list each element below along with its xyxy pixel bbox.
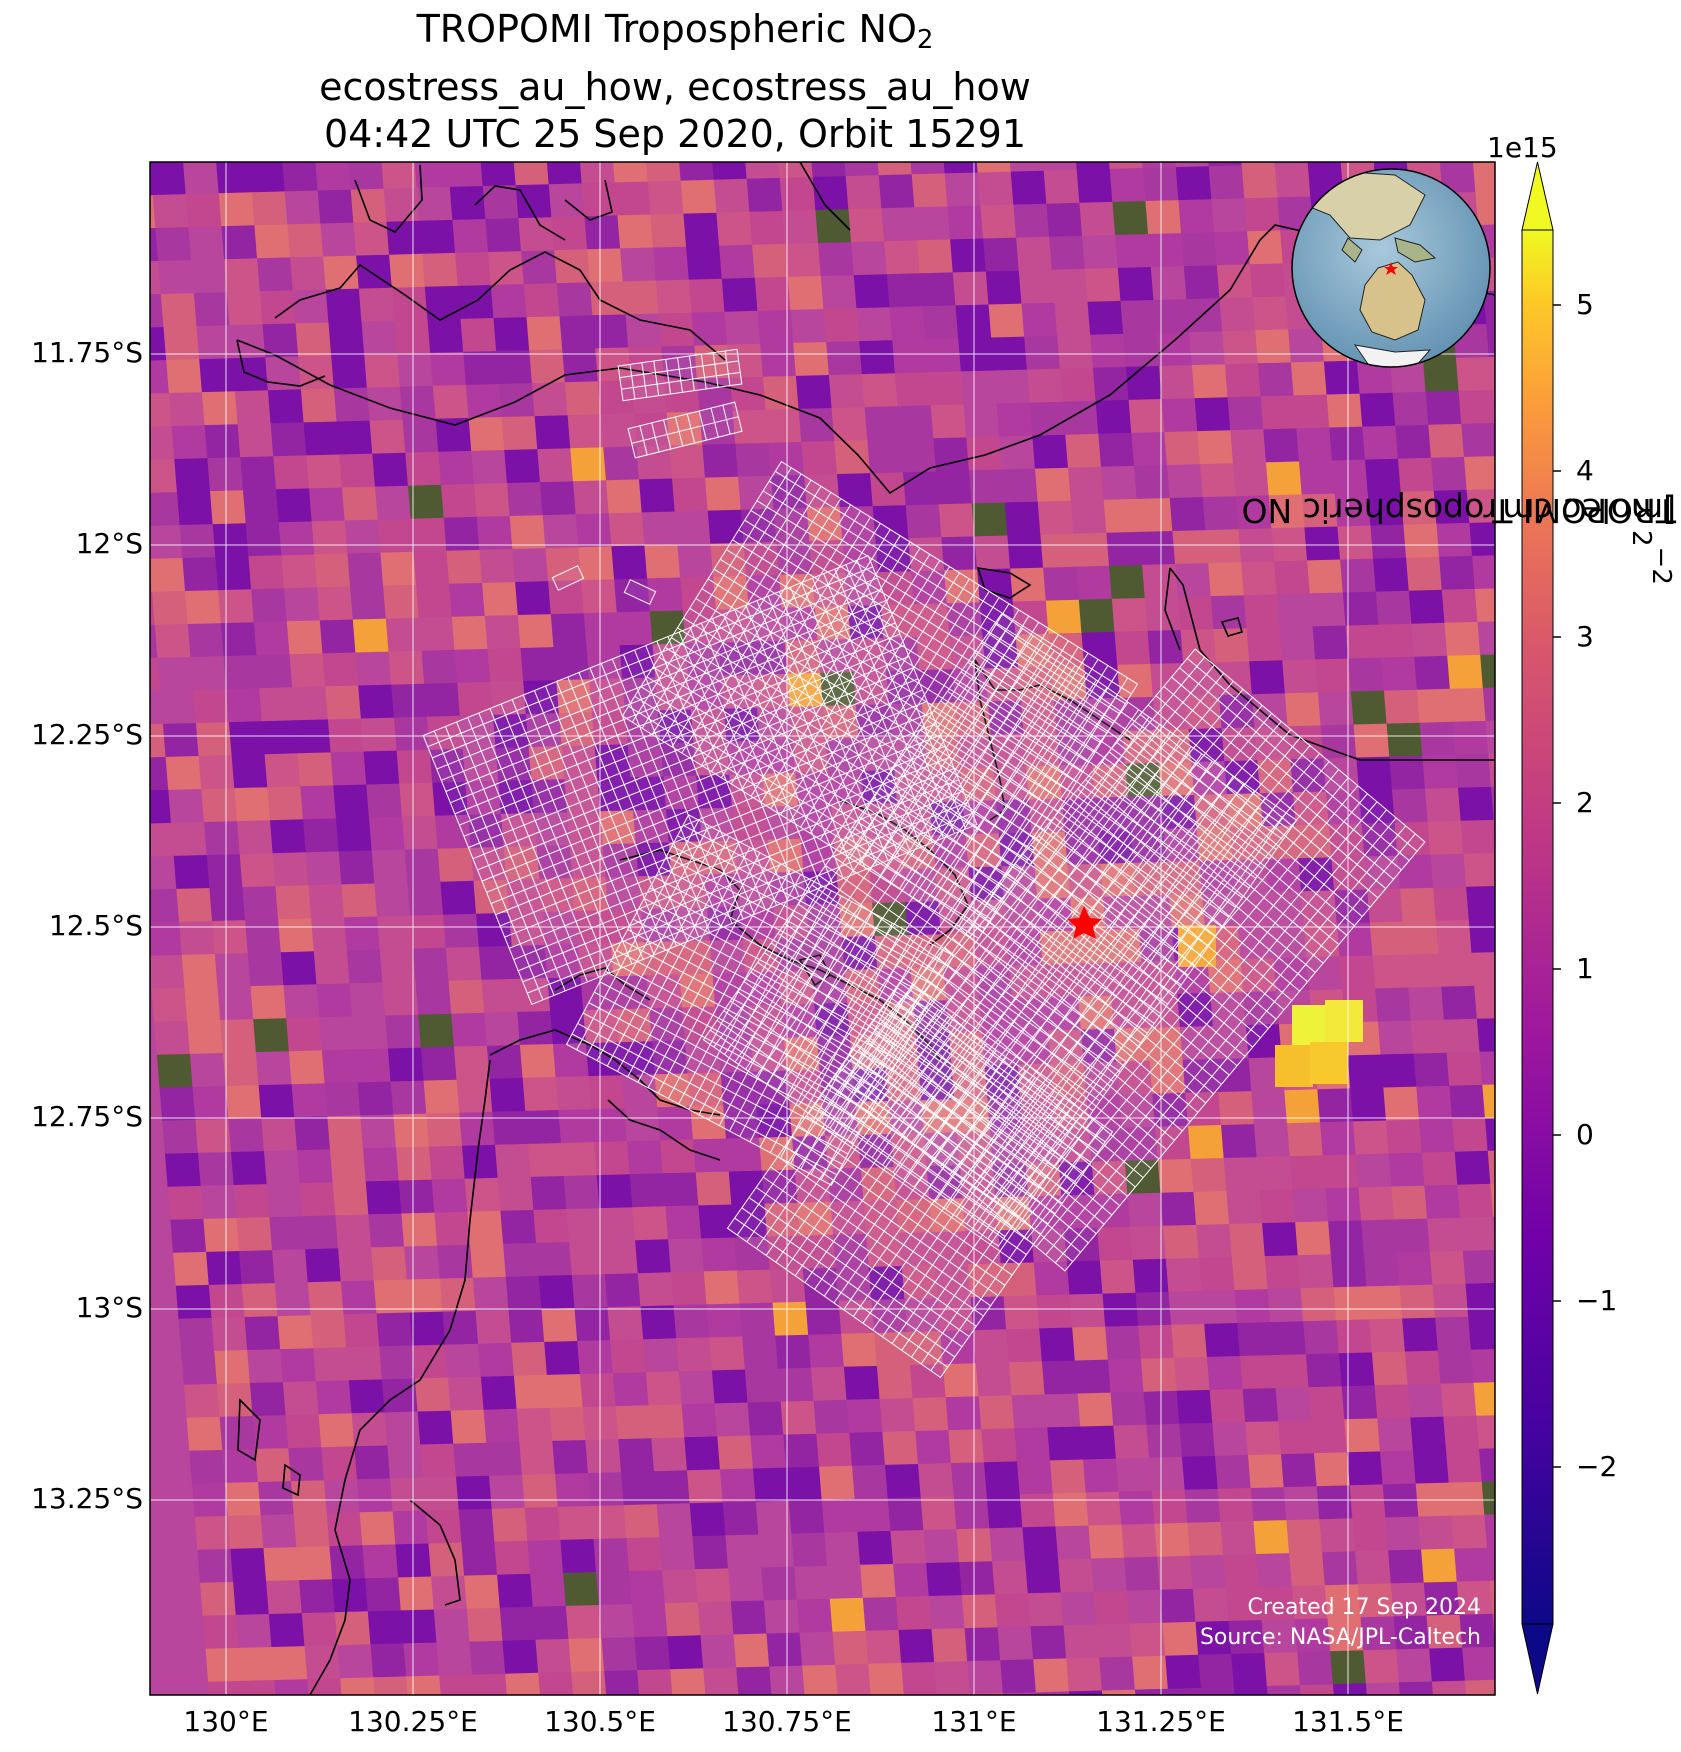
red-star-icon [1067, 906, 1102, 939]
colorbar-tick-label: 1 [1576, 952, 1594, 985]
map-frame [149, 161, 1496, 1696]
lon-tick-label: 131°E [931, 1705, 1017, 1738]
lat-tick-label: 13.25°S [31, 1482, 143, 1515]
colorbar-tick-label: 5 [1576, 288, 1594, 321]
lat-tick-label: 13°S [75, 1291, 143, 1324]
lon-tick-label: 131.25°E [1096, 1705, 1226, 1738]
lat-tick-label: 12.25°S [31, 718, 143, 751]
chart-title: TROPOMI Tropospheric NO2 ecostress_au_ho… [150, 6, 1200, 158]
colorbar-tick-label: 0 [1576, 1118, 1594, 1151]
ecostress-swath-outlines [422, 348, 1426, 1379]
title-line-3: 04:42 UTC 25 Sep 2020, Orbit 15291 [323, 112, 1027, 156]
lon-tick-label: 131.5°E [1292, 1705, 1404, 1738]
lon-tick-label: 130°E [183, 1705, 269, 1738]
colorbar-tick-label: −1 [1576, 1284, 1618, 1317]
lat-tick-label: 12°S [75, 527, 143, 560]
colorbar [1521, 161, 1561, 1695]
colorbar-tick-label: −2 [1576, 1450, 1618, 1483]
colorbar-tick-label: 4 [1576, 454, 1594, 487]
coastline [236, 162, 1495, 1695]
colorbar-tick-label: 2 [1576, 786, 1594, 819]
map-plot-area [150, 162, 1495, 1695]
colorbar-exponent: 1e15 [1487, 131, 1558, 164]
lon-tick-label: 130.25°E [348, 1705, 478, 1738]
title-line-1: TROPOMI Tropospheric NO2 [416, 7, 934, 55]
gridlines [150, 162, 1495, 1695]
globe-inset-icon [1291, 168, 1491, 368]
lon-tick-label: 130.5°E [544, 1705, 656, 1738]
lat-tick-label: 11.75°S [31, 336, 143, 369]
colorbar-tick-label: 3 [1576, 620, 1594, 653]
lon-tick-label: 130.75°E [722, 1705, 852, 1738]
source-credit: Source: NASA/JPL-Caltech [1199, 1625, 1481, 1650]
title-line-2: ecostress_au_how, ecostress_au_how [319, 65, 1031, 109]
lat-tick-label: 12.5°S [48, 909, 143, 942]
created-date: Created 17 Sep 2024 [1247, 1595, 1482, 1620]
lat-tick-label: 12.75°S [31, 1100, 143, 1133]
